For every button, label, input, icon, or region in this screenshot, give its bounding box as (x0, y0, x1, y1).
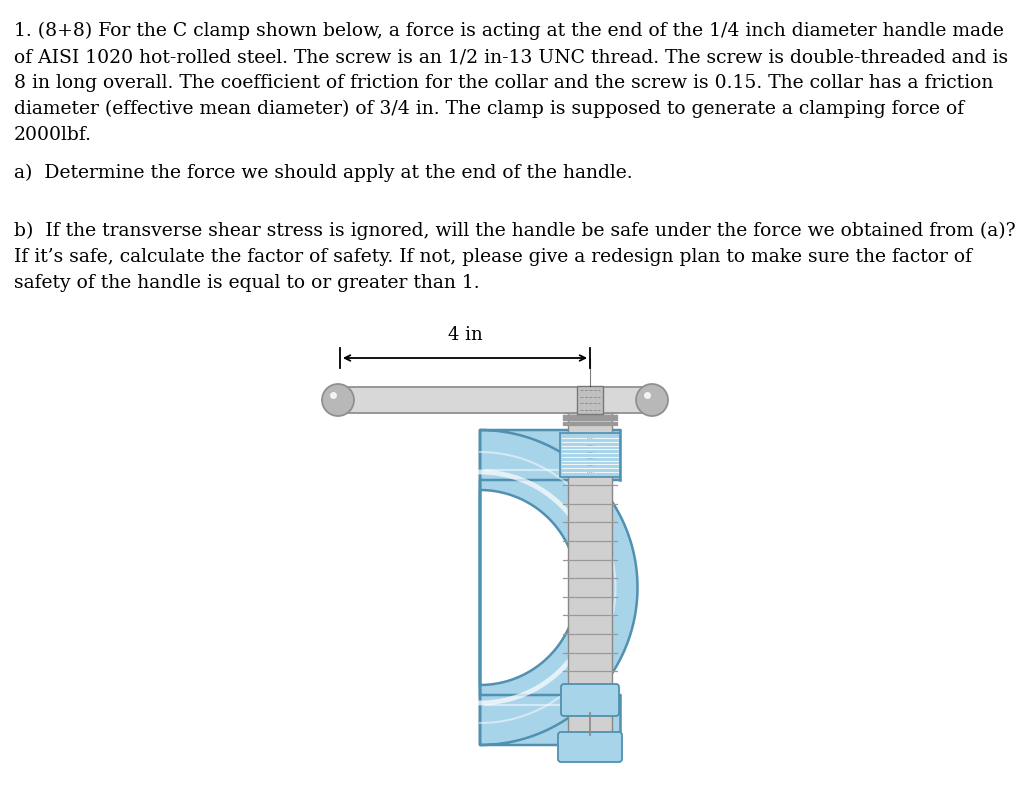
Text: 2000lbf.: 2000lbf. (14, 126, 92, 144)
Text: 1. (8+8) For the C clamp shown below, a force is acting at the end of the 1/4 in: 1. (8+8) For the C clamp shown below, a … (14, 22, 1004, 40)
Text: of AISI 1020 hot-rolled steel. The screw is an 1/2 in-13 UNC thread. The screw i: of AISI 1020 hot-rolled steel. The screw… (14, 48, 1008, 66)
Text: If it’s safe, calculate the factor of safety. If not, please give a redesign pla: If it’s safe, calculate the factor of sa… (14, 248, 972, 266)
Bar (577, 386, 603, 414)
Text: diameter (effective mean diameter) of 3/4 in. The clamp is supposed to generate : diameter (effective mean diameter) of 3/… (14, 100, 965, 118)
Circle shape (636, 384, 668, 416)
FancyBboxPatch shape (560, 433, 620, 477)
Text: a)  Determine the force we should apply at the end of the handle.: a) Determine the force we should apply a… (14, 164, 633, 182)
Text: 8 in long overall. The coefficient of friction for the collar and the screw is 0: 8 in long overall. The coefficient of fr… (14, 74, 993, 92)
Text: 4 in: 4 in (447, 326, 482, 344)
Circle shape (322, 384, 354, 416)
FancyBboxPatch shape (558, 732, 622, 762)
FancyBboxPatch shape (336, 387, 654, 413)
Text: b)  If the transverse shear stress is ignored, will the handle be safe under the: b) If the transverse shear stress is ign… (14, 222, 1016, 240)
Bar (568, 400, 612, 750)
Polygon shape (480, 430, 638, 745)
Text: safety of the handle is equal to or greater than 1.: safety of the handle is equal to or grea… (14, 274, 479, 292)
FancyBboxPatch shape (561, 684, 618, 716)
